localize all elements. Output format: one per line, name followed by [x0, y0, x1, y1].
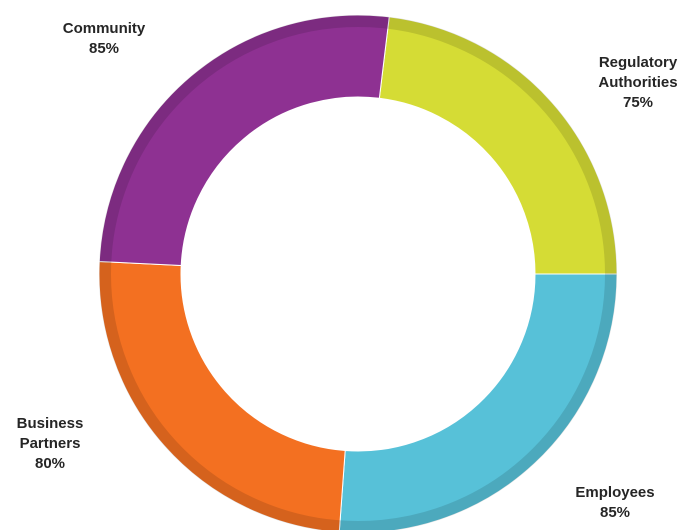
label-employees-value: 85% [599, 504, 631, 521]
label-regulatory-authorities: Regulatory Authorities 75% [578, 53, 697, 113]
label-business-line2: Partners [19, 435, 81, 452]
label-community-value: 85% [88, 40, 120, 57]
label-employees-line1: Employees [575, 484, 655, 501]
label-regulatory-line2: Authorities [598, 74, 678, 91]
label-community-line1: Community [62, 20, 146, 37]
donut-edge-shading [99, 15, 617, 530]
label-regulatory-line1: Regulatory [598, 54, 678, 71]
label-business-line1: Business [16, 415, 84, 432]
label-regulatory-value: 75% [622, 94, 654, 111]
label-employees: Employees 85% [555, 483, 675, 523]
label-business-partners: Business Partners 80% [0, 414, 100, 474]
label-business-value: 80% [34, 455, 66, 472]
donut-hole [181, 97, 535, 451]
label-community: Community 85% [44, 19, 164, 59]
